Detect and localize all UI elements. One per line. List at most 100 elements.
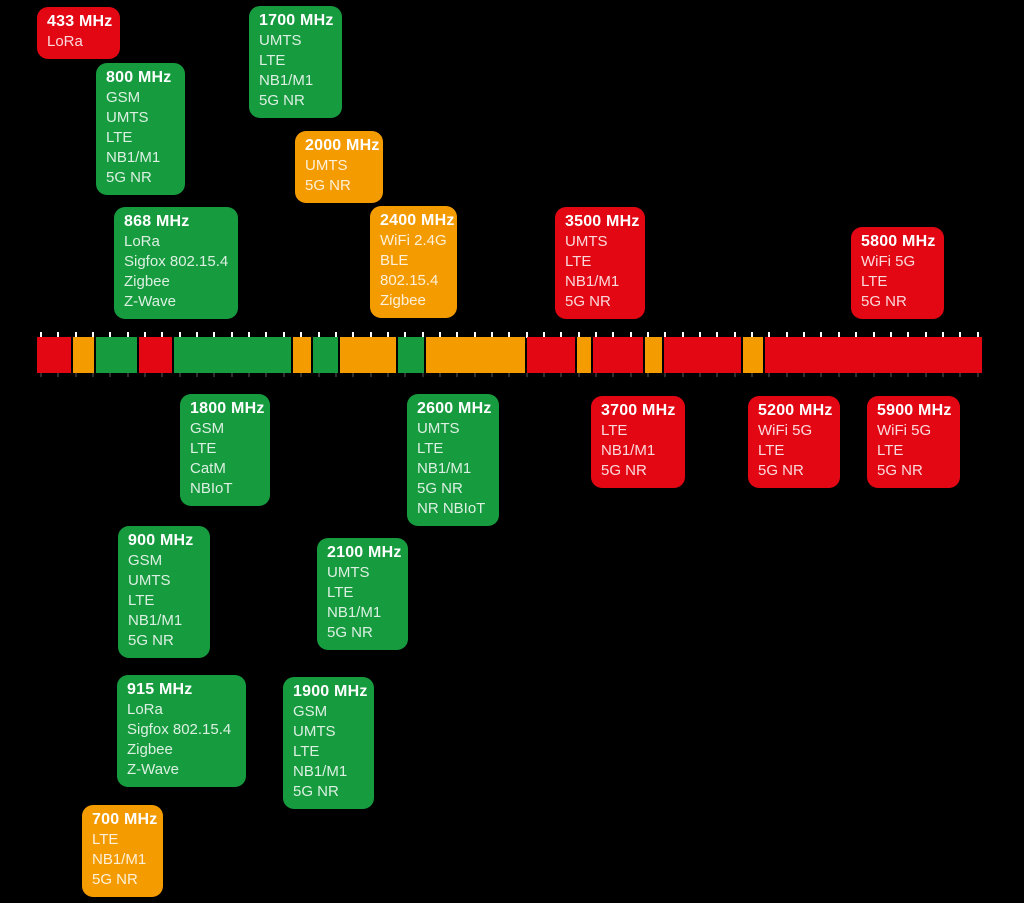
band-tech: CatM xyxy=(190,460,226,477)
band-label: 3700 MHz xyxy=(601,402,676,419)
spectrum-segment-5-green xyxy=(174,337,291,373)
band-tech: Z-Wave xyxy=(127,761,179,778)
band-tech: LTE xyxy=(601,422,628,439)
tick-mark xyxy=(386,373,389,377)
tick-mark xyxy=(976,373,979,377)
tick-mark xyxy=(230,373,233,377)
band-label: 700 MHz xyxy=(92,811,158,828)
tick-mark xyxy=(629,373,632,377)
band-tech: NB1/M1 xyxy=(128,612,183,629)
tick-mark xyxy=(248,373,251,377)
spectrum-segment-9-green xyxy=(398,337,424,373)
band-tech: GSM xyxy=(293,703,328,720)
band-tech-list: WiFi 5G LTE 5G NR xyxy=(861,252,936,312)
band-tech: NB1/M1 xyxy=(293,763,348,780)
band-tech-list: UMTS LTE NB1/M1 5G NR NR NBIoT xyxy=(417,419,491,519)
band-label: 433 MHz xyxy=(47,13,113,30)
tick-mark xyxy=(803,373,806,377)
tick-mark xyxy=(40,373,42,377)
tick-mark xyxy=(404,373,407,377)
band-tech: BLE xyxy=(380,252,409,269)
tick-mark xyxy=(612,373,615,377)
band-tech-list: WiFi 5G LTE 5G NR xyxy=(758,421,832,481)
tick-mark xyxy=(352,373,355,377)
band-tech-list: LoRa xyxy=(47,32,112,52)
band-card-433mhz: 433 MHz LoRa xyxy=(37,7,120,59)
tick-mark xyxy=(126,373,129,377)
band-label: 800 MHz xyxy=(106,69,172,86)
band-tech: WiFi 5G xyxy=(877,422,932,439)
tick-mark xyxy=(577,373,580,377)
spectrum-segment-10-orange xyxy=(426,337,525,373)
band-tech-list: WiFi 5G LTE 5G NR xyxy=(877,421,952,481)
band-tech: NB1/M1 xyxy=(417,460,472,477)
band-card-2100mhz: 2100 MHz UMTS LTE NB1/M1 5G NR xyxy=(317,538,408,650)
band-tech: GSM xyxy=(190,420,225,437)
spectrum-segment-13-red xyxy=(593,337,643,373)
band-tech: 5G NR xyxy=(758,462,804,479)
tick-mark xyxy=(144,373,147,377)
spectrum-segment-7-green xyxy=(313,337,338,373)
tick-mark xyxy=(178,373,181,377)
band-tech: Zigbee xyxy=(124,273,170,290)
spectrum-segment-15-red xyxy=(664,337,741,373)
band-tech: Z-Wave xyxy=(124,293,176,310)
tick-mark xyxy=(560,373,563,377)
band-card-1700mhz: 1700 MHz UMTS LTE NB1/M1 5G NR xyxy=(249,6,342,118)
band-tech-list: LTE NB1/M1 5G NR xyxy=(601,421,677,481)
band-label: 5800 MHz xyxy=(861,233,936,250)
band-tech: 5G NR xyxy=(861,293,907,310)
band-tech-list: GSM UMTS LTE NB1/M1 5G NR xyxy=(128,551,202,651)
band-tech-list: GSM UMTS LTE NB1/M1 5G NR xyxy=(293,702,366,802)
band-tech: NR NBIoT xyxy=(417,500,486,517)
spectrum-segment-12-orange xyxy=(577,337,591,373)
spectrum-segment-8-orange xyxy=(340,337,396,373)
band-tech: 5G NR xyxy=(565,293,611,310)
tick-mark xyxy=(889,373,892,377)
band-tech: LTE xyxy=(417,440,444,457)
band-tech-list: UMTS LTE NB1/M1 5G NR xyxy=(259,31,334,111)
band-card-1900mhz: 1900 MHz GSM UMTS LTE NB1/M1 5G NR xyxy=(283,677,374,809)
band-card-800mhz: 800 MHz GSM UMTS LTE NB1/M1 5G NR xyxy=(96,63,185,195)
band-label: 2400 MHz xyxy=(380,212,455,229)
tick-mark xyxy=(508,373,511,377)
tick-mark xyxy=(681,373,684,377)
band-tech: LTE xyxy=(92,831,119,848)
band-tech: LTE xyxy=(565,253,592,270)
band-tech: GSM xyxy=(128,552,163,569)
tick-mark xyxy=(213,373,216,377)
band-tech: LTE xyxy=(861,273,888,290)
band-tech: WiFi 5G xyxy=(758,422,813,439)
band-label: 868 MHz xyxy=(124,213,190,230)
band-tech: GSM xyxy=(106,89,141,106)
band-tech: 5G NR xyxy=(877,462,923,479)
band-tech: UMTS xyxy=(305,157,348,174)
spectrum-segment-6-orange xyxy=(293,337,311,373)
tick-mark xyxy=(837,373,840,377)
tick-mark xyxy=(924,373,927,377)
band-tech: NB1/M1 xyxy=(601,442,656,459)
band-tech: LoRa xyxy=(47,33,83,50)
band-tech: 5G NR xyxy=(293,783,339,800)
band-label: 1800 MHz xyxy=(190,400,265,417)
tick-mark xyxy=(421,373,424,377)
tick-mark xyxy=(109,373,112,377)
tick-mark xyxy=(161,373,164,377)
band-tech: UMTS xyxy=(259,32,302,49)
band-tech: LTE xyxy=(190,440,217,457)
band-tech: LTE xyxy=(758,442,785,459)
tick-mark xyxy=(751,373,754,377)
band-card-5200mhz: 5200 MHz WiFi 5G LTE 5G NR xyxy=(748,396,840,488)
band-tech: LTE xyxy=(106,129,133,146)
spectrum-segment-16-orange xyxy=(743,337,763,373)
band-tech: LTE xyxy=(259,52,286,69)
band-label: 2100 MHz xyxy=(327,544,402,561)
band-label: 1700 MHz xyxy=(259,12,334,29)
tick-mark xyxy=(855,373,858,377)
band-tech: 5G NR xyxy=(601,462,647,479)
tick-mark xyxy=(647,373,650,377)
band-tech: NB1/M1 xyxy=(327,604,382,621)
band-tech: 5G NR xyxy=(128,632,174,649)
tick-mark xyxy=(872,373,875,377)
band-tech: LTE xyxy=(293,743,320,760)
